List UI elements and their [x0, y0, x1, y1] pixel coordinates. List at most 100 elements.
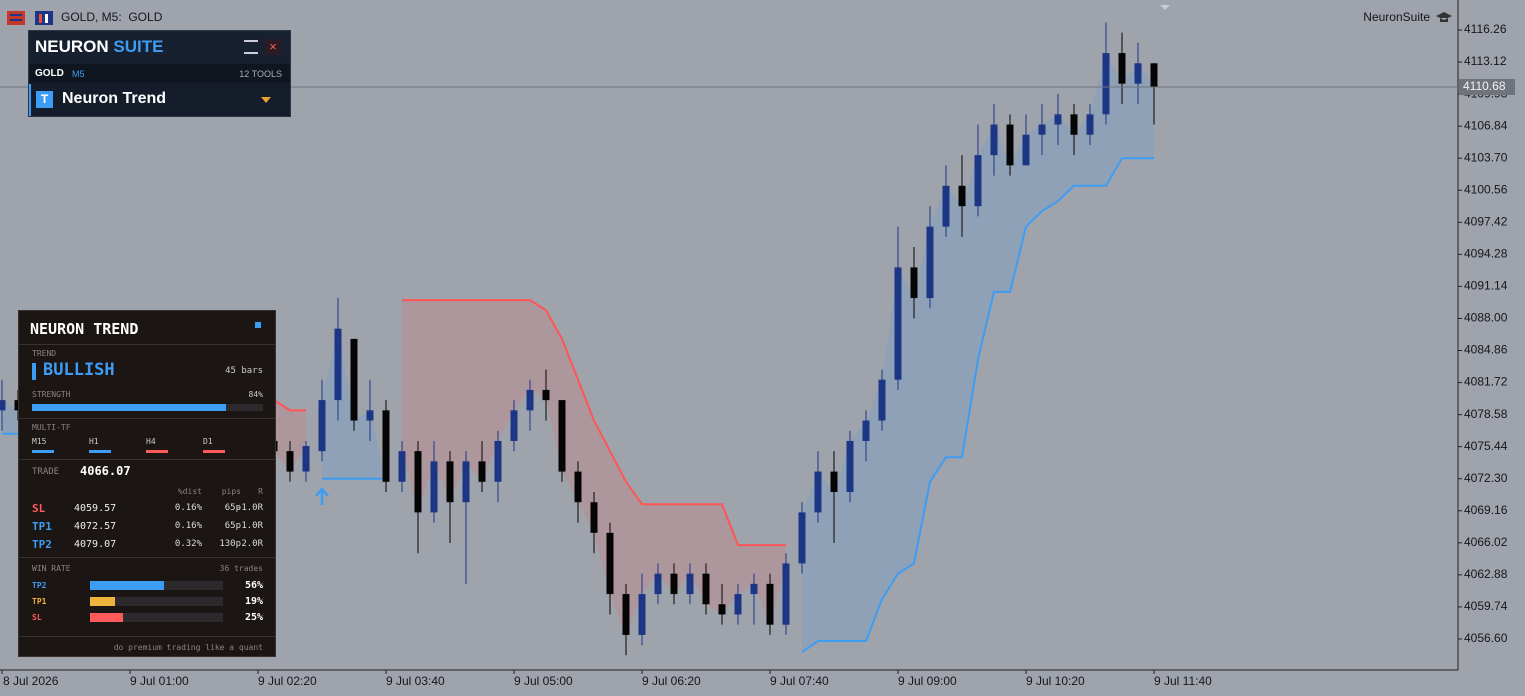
candle-body: [846, 440, 854, 492]
candle-body: [430, 461, 438, 513]
candle-body: [926, 226, 934, 299]
symbol: GOLD: [35, 68, 64, 79]
suite-info-row: [29, 64, 290, 83]
multi-tf-label: MULTI-TF: [32, 423, 71, 432]
win-rate-name: TP2: [32, 581, 47, 590]
timeframe-state: [32, 450, 54, 453]
win-rate-name: SL: [32, 613, 42, 622]
strength-bar: [32, 404, 227, 411]
level-r: 2.0R: [241, 539, 263, 549]
timeframe-state: [203, 450, 225, 453]
candle-body: [702, 573, 710, 605]
x-tick-label: 9 Jul 05:00: [514, 674, 573, 688]
level-pips: 130p: [219, 539, 241, 549]
panel-footer: do premium trading like a quant: [113, 643, 263, 652]
x-tick-label: 9 Jul 02:20: [258, 674, 317, 688]
close-button[interactable]: ×: [265, 39, 281, 55]
candle-body: [830, 471, 838, 492]
title-b: SUITE: [113, 37, 164, 56]
tool-icon: T: [36, 91, 53, 108]
candle-body: [526, 389, 534, 411]
candle-body: [814, 471, 822, 513]
active-indicator: [29, 84, 31, 116]
current-price-tag: [1459, 78, 1515, 95]
y-tick-label: 4081.72: [1464, 375, 1508, 389]
y-tick-label: 4113.12: [1464, 54, 1507, 68]
title-a: NEURON: [35, 37, 109, 56]
level-dist: 0.16%: [174, 521, 202, 531]
timeframe-state: [89, 450, 111, 453]
win-rate-value: 19%: [244, 596, 263, 607]
y-tick-label: 4056.60: [1464, 631, 1508, 645]
level-dist: 0.32%: [174, 539, 202, 549]
candle-body: [574, 471, 582, 503]
y-tick-label: 4084.86: [1464, 343, 1508, 357]
plot: [0, 22, 1158, 656]
y-tick-label: 4106.84: [1464, 118, 1508, 132]
level-price: 4059.57: [74, 503, 117, 514]
candle-body: [542, 389, 550, 401]
candle-body: [942, 185, 950, 227]
level-pips: 65p: [224, 521, 241, 531]
candle-body: [318, 400, 326, 452]
y-tick-label: 4097.42: [1464, 214, 1508, 228]
trade-price: 4066.07: [80, 464, 131, 478]
separator: [19, 459, 275, 460]
strength-value: 84%: [248, 390, 263, 399]
candle-body: [1006, 124, 1014, 166]
candle-body: [334, 328, 342, 401]
shift-marker: [1160, 5, 1170, 10]
settings-button[interactable]: [244, 40, 258, 54]
x-tick-label: 9 Jul 09:00: [898, 674, 957, 688]
trend-line: [402, 299, 786, 547]
trend-bars: 45 bars: [225, 366, 263, 376]
level-r: -1.0R: [235, 503, 263, 513]
candle-body: [446, 461, 454, 503]
candle-body: [782, 563, 790, 625]
tool-name[interactable]: Neuron Trend: [62, 90, 167, 107]
panel-title: NEURON TREND: [30, 320, 139, 338]
timeframe-state: [146, 450, 168, 453]
column-header: R: [258, 487, 263, 496]
candle-body: [1070, 114, 1078, 135]
candle-body: [974, 155, 982, 207]
win-rate-label: WIN RATE: [32, 564, 71, 573]
candle-body: [990, 124, 998, 156]
brand: NeuronSuite: [1363, 10, 1430, 24]
candle-body: [382, 410, 390, 482]
trend-line: [801, 157, 1154, 654]
chart-icon[interactable]: [35, 11, 53, 25]
strength-track: [32, 404, 263, 411]
menu-icon[interactable]: [7, 11, 25, 25]
symbol-title: GOLD, M5: GOLD: [61, 10, 163, 24]
y-tick-label: 4072.30: [1464, 471, 1508, 485]
y-tick-label: 4103.70: [1464, 150, 1508, 164]
trend-fill: [402, 300, 786, 635]
icon-part: [10, 14, 22, 16]
candle-body: [910, 267, 918, 299]
candle-body: [1038, 124, 1046, 135]
candle-body: [398, 451, 406, 482]
candle-body: [286, 451, 294, 472]
candle-body: [1150, 63, 1158, 87]
candle-body: [638, 594, 646, 635]
candle-body: [798, 512, 806, 564]
candle-body: [750, 583, 758, 595]
y-tick-label: 4066.02: [1464, 535, 1508, 549]
level-price: 4072.57: [74, 521, 117, 532]
tools-count: 12 TOOLS: [239, 69, 282, 79]
candle-body: [462, 461, 470, 503]
candle-body: [894, 267, 902, 380]
trend-marker: [32, 363, 36, 380]
x-tick-label: 9 Jul 01:00: [130, 674, 189, 688]
dropdown-caret[interactable]: [261, 97, 271, 103]
trade-label: TRADE: [32, 467, 60, 477]
win-rate-bar: [90, 581, 165, 590]
status-dot: [255, 322, 261, 328]
y-tick-label: 4091.14: [1464, 279, 1508, 293]
trend-label: TREND: [32, 349, 57, 358]
brand-icon: [1436, 12, 1452, 22]
separator: [19, 344, 275, 345]
icon-part: [39, 14, 42, 23]
